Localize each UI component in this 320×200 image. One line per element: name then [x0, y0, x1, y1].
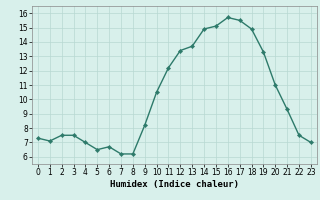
X-axis label: Humidex (Indice chaleur): Humidex (Indice chaleur) [110, 180, 239, 189]
